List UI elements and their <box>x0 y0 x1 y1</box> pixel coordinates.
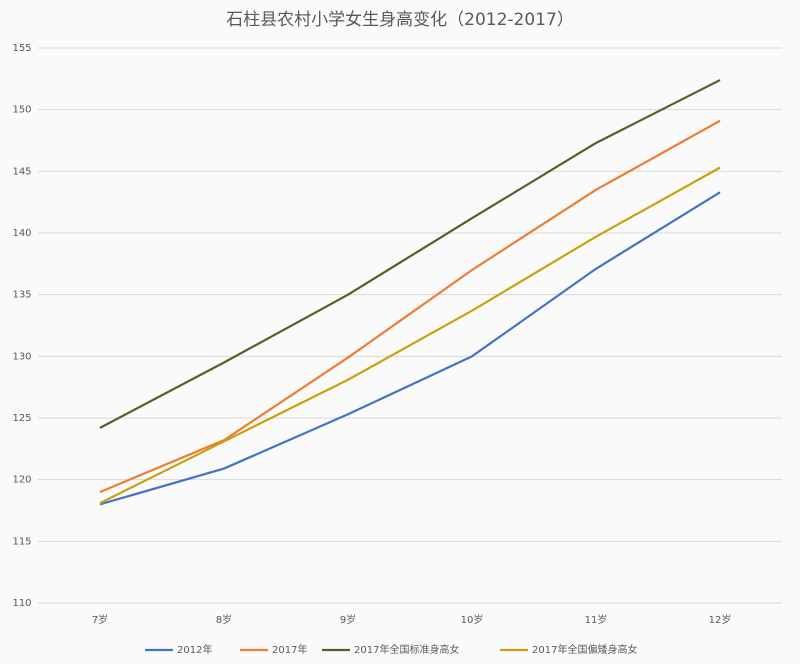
y-tick-label: 150 <box>12 105 31 116</box>
x-tick-label: 8岁 <box>216 613 232 626</box>
legend-label: 2017年全国偏矮身高女 <box>532 643 637 656</box>
y-tick-label: 120 <box>12 475 31 486</box>
legend-label: 2017年 <box>272 643 307 656</box>
x-tick-label: 7岁 <box>92 613 108 626</box>
y-tick-label: 140 <box>12 228 31 239</box>
y-tick-label: 115 <box>12 536 31 547</box>
line-series <box>99 119 721 494</box>
y-tick-label: 135 <box>12 290 31 301</box>
chart-title: 石柱县农村小学女生身高变化（2012-2017） <box>226 10 574 30</box>
y-tick-label: 110 <box>12 598 31 609</box>
x-tick-label: 12岁 <box>709 613 732 626</box>
legend-label: 2012年 <box>177 643 212 656</box>
x-tick-label: 9岁 <box>340 613 356 626</box>
y-tick-label: 145 <box>12 166 31 177</box>
y-tick-label: 155 <box>12 43 31 54</box>
line-series <box>99 191 721 506</box>
y-tick-label: 130 <box>12 351 31 362</box>
line-series <box>99 166 721 505</box>
x-tick-label: 10岁 <box>461 613 484 626</box>
y-tick-label: 125 <box>12 413 31 424</box>
line-series <box>99 79 721 429</box>
legend-label: 2017年全国标准身高女 <box>354 643 459 656</box>
x-tick-label: 11岁 <box>585 613 608 626</box>
